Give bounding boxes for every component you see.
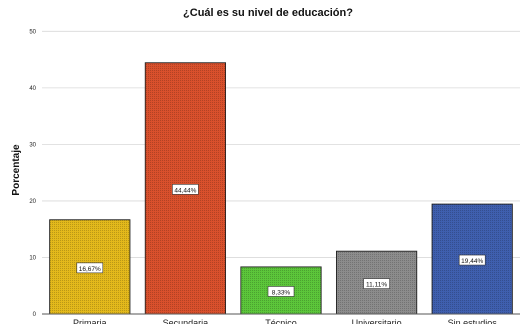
data-label-box xyxy=(172,184,199,195)
category-label: Primaria xyxy=(73,318,107,324)
category-label: Universitario xyxy=(352,318,402,324)
data-label-box xyxy=(267,286,295,297)
data-label: 16,67% xyxy=(79,266,101,273)
category-label: Técnico xyxy=(265,318,297,324)
category-label: Sin estudios xyxy=(448,318,498,324)
y-tick-label: 30 xyxy=(29,142,36,148)
data-label: 8,33% xyxy=(272,289,291,296)
y-tick-label: 50 xyxy=(29,29,36,35)
data-label-box xyxy=(458,254,486,266)
data-label-box xyxy=(363,278,390,289)
bars xyxy=(49,62,513,315)
data-label: 11,11% xyxy=(366,282,387,289)
data-label: 44,44% xyxy=(174,187,196,194)
y-axis-ticks: 0 10 20 30 40 50 xyxy=(29,29,36,318)
chart-title: ¿Cuál es su nivel de educación? xyxy=(183,7,353,19)
y-axis-label: Porcentaje xyxy=(11,144,22,196)
y-tick-label: 40 xyxy=(29,86,36,92)
data-label-box xyxy=(76,262,104,274)
y-tick-label: 0 xyxy=(33,312,37,318)
category-labels: Primaria Secundaria Técnico Universitario Si… xyxy=(73,318,497,324)
y-tick-label: 20 xyxy=(29,199,36,205)
category-label: Secundaria xyxy=(163,318,209,324)
y-tick-label: 10 xyxy=(29,255,36,261)
data-label: 19,44% xyxy=(461,258,483,265)
data-labels: 16,67% 44,44% 8,33% 11,11% 19,44% xyxy=(76,184,486,297)
